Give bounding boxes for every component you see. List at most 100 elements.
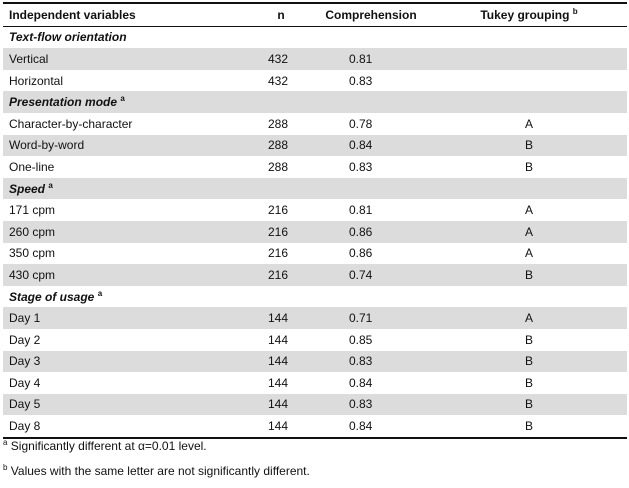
row-tukey-grouping: B: [431, 393, 627, 416]
row-comprehension: 0.81: [349, 203, 373, 218]
row-n: 144: [251, 393, 311, 416]
table-row: Horizontal 432 0.83: [3, 70, 627, 92]
row-comprehension: 0.83: [349, 73, 373, 88]
table-header: Independent variables n Comprehension Tu…: [3, 3, 627, 27]
section-title: Presentation mode a: [3, 91, 251, 113]
row-label: Character-by-character: [9, 116, 133, 131]
empty-cell: [431, 26, 627, 48]
row-label: Day 3: [3, 350, 251, 373]
row-comprehension: 0.86: [349, 246, 373, 261]
row-tukey-grouping: B: [524, 375, 533, 390]
row-n: 144: [251, 307, 311, 329]
row-label: Day 8: [9, 419, 41, 434]
row-n: 432: [267, 73, 289, 88]
row-tukey-grouping: B: [431, 350, 627, 373]
document-page: Independent variables n Comprehension Tu…: [3, 2, 627, 478]
table-row: Day 5 144 0.83 B: [3, 393, 627, 416]
row-tukey-grouping: A: [431, 307, 627, 329]
row-label: 260 cpm: [3, 220, 251, 243]
header-independent-variables: Independent variables: [9, 7, 136, 22]
section-superscript: a: [97, 288, 103, 298]
row-comprehension: 0.83: [349, 159, 373, 174]
table-row: Day 2 144 0.85 B: [3, 329, 627, 351]
row-n: 144: [267, 419, 289, 434]
row-n: 288: [267, 159, 289, 174]
footnote-text: Values with the same letter are not sign…: [10, 464, 310, 478]
table-row: Day 1 144 0.71 A: [3, 307, 627, 329]
row-comprehension: 0.71: [311, 307, 431, 329]
row-n: 288: [267, 116, 289, 131]
table-row: 260 cpm 216 0.86 A: [3, 220, 627, 243]
table-row: Character-by-character 288 0.78 A: [3, 113, 627, 135]
row-tukey-grouping: B: [524, 419, 533, 434]
row-label: One-line: [9, 159, 55, 174]
table-row: Day 8 144 0.84 B: [3, 415, 627, 438]
table-row: Day 3 144 0.83 B: [3, 350, 627, 373]
empty-cell: [431, 177, 627, 200]
table-body: Text-flow orientation Vertical 432 0.81 Hori…: [3, 26, 627, 438]
section-title-text: Speed: [9, 181, 46, 196]
row-label: Horizontal: [9, 73, 64, 88]
row-comprehension: 0.74: [311, 264, 431, 286]
row-n: 216: [267, 246, 289, 261]
row-n: 144: [267, 375, 289, 390]
row-tukey-grouping: A: [524, 246, 533, 261]
row-label: Day 4: [9, 375, 41, 390]
table-row: 171 cpm 216 0.81 A: [3, 199, 627, 221]
empty-cell: [311, 91, 431, 113]
row-label: 171 cpm: [9, 203, 56, 218]
footnote-a: a Significantly different at α=0.01 leve…: [3, 438, 627, 454]
row-tukey-grouping: A: [524, 203, 533, 218]
section-heading-row: Speed a: [3, 177, 627, 200]
row-comprehension: 0.84: [349, 375, 373, 390]
row-tukey-grouping: [431, 70, 627, 92]
row-comprehension: 0.83: [311, 350, 431, 373]
row-label: Vertical: [3, 48, 251, 70]
row-label: Day 2: [9, 332, 41, 347]
row-n: 216: [251, 220, 311, 243]
empty-cell: [251, 286, 311, 308]
table-row: One-line 288 0.83 B: [3, 156, 627, 178]
row-label: Word-by-word: [3, 134, 251, 157]
section-title-text: Presentation mode: [9, 95, 118, 110]
row-tukey-grouping: B: [431, 134, 627, 157]
table-row: 430 cpm 216 0.74 B: [3, 264, 627, 286]
section-title: Speed a: [3, 177, 251, 200]
footnote-text: Significantly different at α=0.01 level.: [10, 439, 207, 453]
row-tukey-grouping: B: [524, 159, 533, 174]
table-row: Word-by-word 288 0.84 B: [3, 134, 627, 157]
empty-cell: [431, 286, 627, 308]
row-tukey-grouping: A: [431, 220, 627, 243]
section-heading-row: Stage of usage a: [3, 286, 627, 308]
footnotes: a Significantly different at α=0.01 leve…: [3, 438, 627, 488]
row-n: 144: [251, 350, 311, 373]
row-label: Day 5: [3, 393, 251, 416]
row-tukey-grouping: A: [524, 116, 533, 131]
table-row: Day 4 144 0.84 B: [3, 372, 627, 394]
row-comprehension: 0.84: [311, 134, 431, 157]
section-title: Text-flow orientation: [3, 26, 251, 48]
row-n: 216: [267, 203, 289, 218]
section-heading-row: Presentation mode a: [3, 91, 627, 113]
header-tukey-grouping: Tukey grouping b: [480, 6, 578, 22]
row-tukey-grouping: B: [431, 264, 627, 286]
row-tukey-grouping: [431, 48, 627, 70]
row-comprehension: 0.86: [311, 220, 431, 243]
row-comprehension: 0.85: [349, 332, 373, 347]
results-table: Independent variables n Comprehension Tu…: [3, 2, 627, 439]
row-comprehension: 0.83: [311, 393, 431, 416]
header-row: Independent variables n Comprehension Tu…: [3, 3, 627, 27]
empty-cell: [251, 26, 311, 48]
table-row: 350 cpm 216 0.86 A: [3, 243, 627, 265]
empty-cell: [431, 91, 627, 113]
header-n: n: [277, 7, 285, 22]
row-label: 350 cpm: [9, 246, 56, 261]
row-label: 430 cpm: [3, 264, 251, 286]
row-n: 144: [267, 332, 289, 347]
footnote-b: b Values with the same letter are not si…: [3, 463, 627, 479]
row-comprehension: 0.78: [349, 116, 373, 131]
empty-cell: [311, 26, 431, 48]
section-heading-row: Text-flow orientation: [3, 26, 627, 48]
section-title-text: Stage of usage: [9, 289, 95, 304]
section-title: Stage of usage a: [3, 286, 251, 308]
